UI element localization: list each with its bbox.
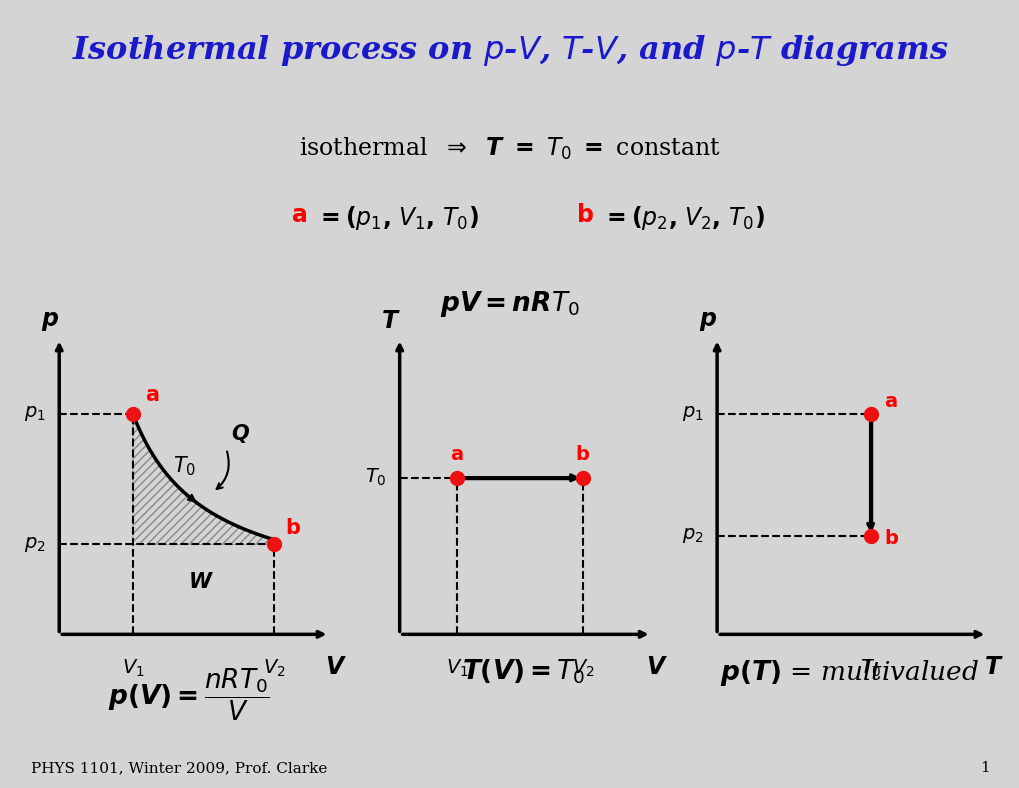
- Text: $\boldsymbol{p(T)}$ = multivalued: $\boldsymbol{p(T)}$ = multivalued: [719, 658, 978, 688]
- Text: $\boldsymbol{pV = nRT_0}$: $\boldsymbol{pV = nRT_0}$: [440, 288, 579, 318]
- Text: $\mathbf{= (}$$\boldsymbol{p_1}$$\mathbf{,}$ $\boldsymbol{V_1}$$\mathbf{,}$ $\bo: $\mathbf{= (}$$\boldsymbol{p_1}$$\mathbf…: [316, 203, 479, 232]
- Text: $\mathbf{b}$: $\mathbf{b}$: [285, 518, 301, 538]
- Text: $\boldsymbol{T}$: $\boldsymbol{T}$: [982, 655, 1003, 678]
- Text: $\boldsymbol{T}$: $\boldsymbol{T}$: [381, 309, 400, 333]
- Text: isothermal  $\Rightarrow$  $\mathbfit{T}$ $\mathbf{=}$ $\boldsymbol{T_0}$ $\math: isothermal $\Rightarrow$ $\mathbfit{T}$ …: [299, 136, 720, 162]
- Text: $\mathbf{b}$: $\mathbf{b}$: [575, 445, 590, 464]
- Text: $V_1$: $V_1$: [445, 657, 468, 678]
- Text: $T_0$: $T_0$: [365, 467, 386, 489]
- Text: Isothermal process on $p$-$V$, $T$-$V$, and $p$-$T$ diagrams: Isothermal process on $p$-$V$, $T$-$V$, …: [71, 33, 948, 69]
- Text: $p_1$: $p_1$: [23, 404, 46, 423]
- Text: $\boldsymbol{W}$: $\boldsymbol{W}$: [187, 572, 214, 592]
- Text: $V_2$: $V_2$: [263, 657, 285, 678]
- Text: $\boldsymbol{T(V) = T_0}$: $\boldsymbol{T(V) = T_0}$: [461, 658, 585, 686]
- Text: $\boldsymbol{V}$: $\boldsymbol{V}$: [646, 655, 667, 678]
- Text: 1: 1: [978, 761, 988, 775]
- Text: $\boldsymbol{Q}$: $\boldsymbol{Q}$: [231, 422, 250, 445]
- Text: $\boldsymbol{p}$: $\boldsymbol{p}$: [698, 309, 716, 333]
- Text: $\boldsymbol{V}$: $\boldsymbol{V}$: [324, 655, 346, 678]
- Text: $\mathbf{= (}$$\boldsymbol{p_2}$$\mathbf{,}$ $\boldsymbol{V_2}$$\mathbf{,}$ $\bo: $\mathbf{= (}$$\boldsymbol{p_2}$$\mathbf…: [601, 203, 764, 232]
- Text: $\boldsymbol{T_0}$: $\boldsymbol{T_0}$: [172, 454, 196, 478]
- Text: $T_0$: $T_0$: [859, 657, 880, 678]
- Text: $p_1$: $p_1$: [681, 404, 703, 423]
- Text: $\boldsymbol{p}$: $\boldsymbol{p}$: [41, 309, 59, 333]
- Text: $\mathbf{b}$: $\mathbf{b}$: [576, 203, 594, 227]
- Text: $\mathbf{a}$: $\mathbf{a}$: [290, 203, 307, 227]
- Text: $\boldsymbol{p(V) = \dfrac{nRT_0}{V}}$: $\boldsymbol{p(V) = \dfrac{nRT_0}{V}}$: [108, 666, 269, 723]
- Text: $\mathbf{a}$: $\mathbf{a}$: [145, 385, 159, 405]
- Text: $V_1$: $V_1$: [121, 657, 144, 678]
- Text: $\mathbf{a}$: $\mathbf{a}$: [449, 446, 464, 464]
- Text: $\mathbf{a}$: $\mathbf{a}$: [883, 393, 897, 411]
- Text: $\mathbf{b}$: $\mathbf{b}$: [883, 530, 899, 548]
- Text: $p_2$: $p_2$: [682, 526, 703, 545]
- Text: PHYS 1101, Winter 2009, Prof. Clarke: PHYS 1101, Winter 2009, Prof. Clarke: [31, 761, 327, 775]
- Text: $V_2$: $V_2$: [571, 657, 594, 678]
- Text: $p_2$: $p_2$: [24, 535, 46, 554]
